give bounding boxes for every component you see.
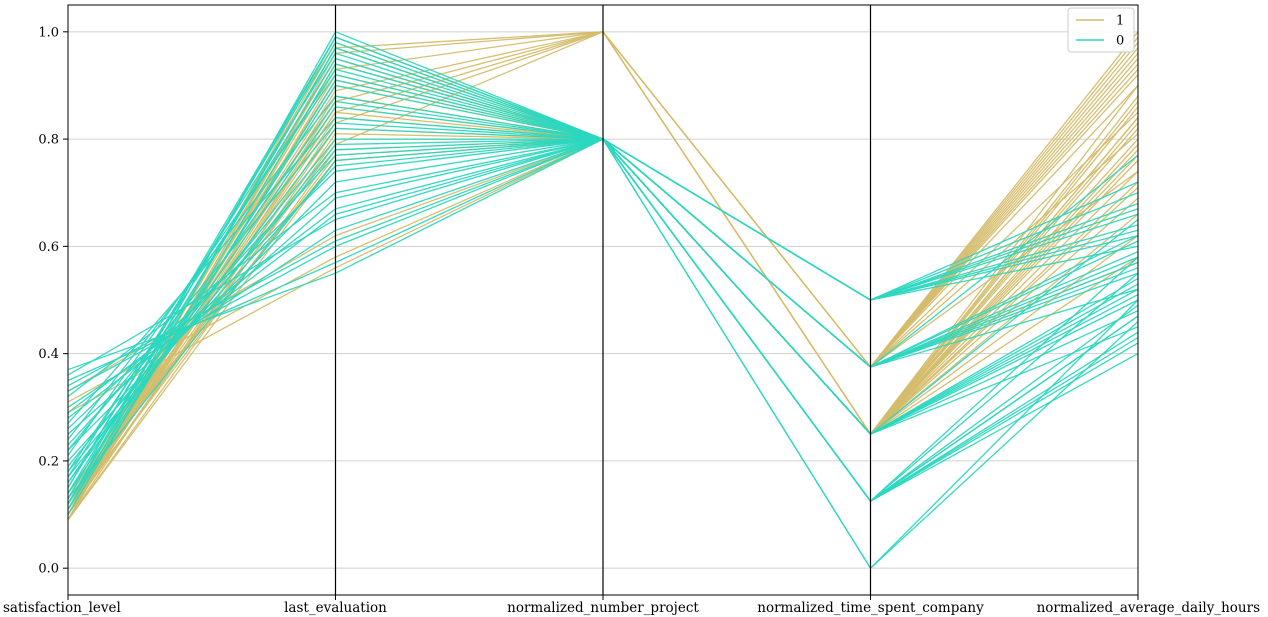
legend-label-1: 1 — [1116, 14, 1124, 29]
y-tick-label-0: 0.0 — [38, 562, 59, 577]
legend-label-0: 0 — [1116, 34, 1124, 49]
y-tick-label-2: 0.4 — [38, 347, 59, 362]
axis-label-satisfaction-level: satisfaction_level — [3, 600, 121, 616]
y-tick-label-5: 1.0 — [38, 25, 59, 40]
vertical-axes — [334, 5, 872, 595]
y-tick-label-1: 0.2 — [38, 454, 59, 469]
legend: 10 — [1067, 7, 1135, 53]
axis-label-normalized-number-project: normalized_number_project — [507, 600, 699, 616]
y-tick-label-3: 0.6 — [38, 240, 59, 255]
axis-labels: satisfaction_level last_evaluation normali… — [3, 595, 1260, 616]
axis-label-normalized-average-daily-hours: normalized_average_daily_hours — [1037, 600, 1260, 616]
axis-label-normalized-time-spent-company: normalized_time_spent_company — [757, 600, 984, 616]
y-tick-labels: 0.0 0.2 0.4 0.6 0.8 1.0 — [38, 25, 68, 577]
y-tick-label-4: 0.8 — [38, 133, 59, 148]
legend-box — [1067, 7, 1135, 53]
axis-label-last-evaluation: last_evaluation — [284, 600, 387, 616]
